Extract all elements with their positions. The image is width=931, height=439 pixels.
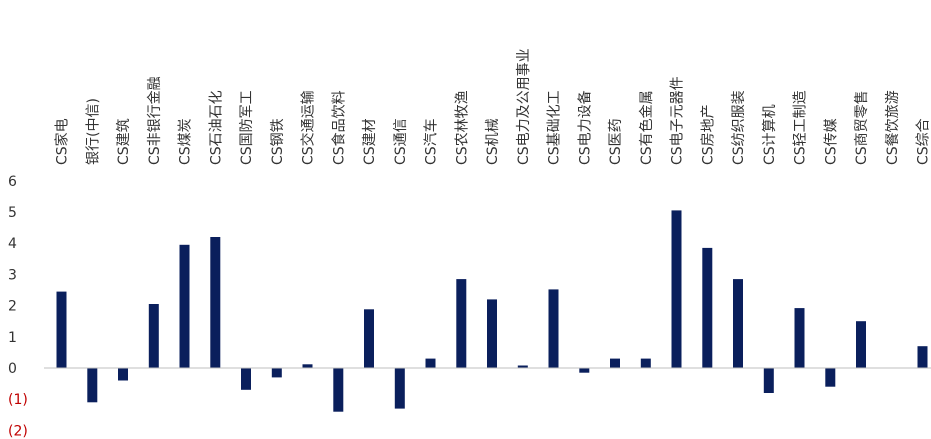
- category-label: CS计算机: [762, 104, 778, 165]
- bar: [241, 368, 251, 390]
- y-tick-label: (1): [8, 392, 28, 408]
- bar: [548, 289, 559, 368]
- bar: [333, 368, 344, 412]
- category-label: CS餐饮旅游: [885, 90, 901, 165]
- category-label: CS食品饮料: [330, 90, 347, 165]
- bar: [118, 368, 128, 381]
- bar: [179, 244, 190, 368]
- category-label: CS通信: [393, 118, 409, 165]
- bar: [210, 237, 221, 368]
- category-label: CS石油石化: [208, 90, 224, 165]
- bar: [856, 321, 866, 368]
- y-tick-label: 3: [8, 267, 17, 283]
- category-label: CS轻工制造: [793, 90, 809, 165]
- bar: [517, 365, 528, 368]
- y-tick-label: 1: [8, 330, 17, 346]
- category-label: CS交通运输: [300, 90, 317, 165]
- bar: [425, 358, 436, 368]
- bar: [794, 308, 805, 368]
- y-tick-label: 2: [8, 299, 17, 315]
- category-label: CS有色金属: [638, 90, 655, 165]
- category-label: CS建材: [362, 118, 378, 165]
- bar: [56, 291, 67, 368]
- bar: [394, 368, 405, 409]
- category-label: CS综合: [916, 118, 931, 165]
- y-tick-label: (2): [8, 423, 28, 439]
- bar: [487, 299, 497, 368]
- bar: [763, 368, 774, 393]
- bar: [640, 358, 651, 368]
- bar: [148, 304, 159, 368]
- bars-group: [56, 210, 928, 412]
- y-tick-label: 4: [8, 236, 17, 252]
- bar: [271, 368, 282, 378]
- bar: [825, 368, 836, 387]
- category-label: CS纺织服装: [731, 90, 747, 165]
- category-label: CS电力设备: [576, 90, 593, 165]
- bar: [702, 247, 713, 368]
- bar: [917, 346, 928, 368]
- bar: [456, 279, 467, 368]
- category-label: CS煤炭: [178, 118, 194, 165]
- y-tick-label: 5: [8, 205, 17, 221]
- category-label: CS非银行金融: [147, 76, 163, 165]
- bar: [579, 368, 590, 373]
- bar: [671, 210, 682, 368]
- bar: [610, 358, 620, 368]
- category-label: CS房地产: [700, 104, 716, 165]
- category-label: CS传媒: [823, 118, 839, 165]
- bar: [302, 364, 313, 368]
- category-label: 银行(中信): [85, 98, 101, 165]
- category-label: CS国防军工: [239, 90, 255, 165]
- bar: [364, 309, 374, 368]
- category-label: CS商贸零售: [854, 90, 870, 165]
- category-label: CS电力及公用事业: [516, 48, 532, 165]
- y-axis-ticks: 6 5 4 3 2 1 0 (1) (2): [8, 174, 28, 439]
- category-label: CS农林牧渔: [454, 90, 470, 165]
- bar: [87, 368, 98, 403]
- category-label: CS家电: [54, 118, 71, 165]
- category-label: CS汽车: [423, 118, 440, 165]
- category-label: CS医药: [608, 118, 624, 165]
- x-axis-category-labels: CS家电 银行(中信) CS建筑 CS非银行金融 CS煤炭 CS石油石化 CS国防军工 CS钢…: [54, 48, 931, 165]
- category-label: CS电子元器件: [670, 76, 686, 165]
- y-tick-label: 0: [8, 361, 17, 377]
- category-label: CS机械: [485, 118, 501, 165]
- category-label: CS基础化工: [546, 90, 563, 165]
- y-tick-label: 6: [8, 174, 17, 190]
- category-label: CS建筑: [116, 118, 132, 165]
- bar: [733, 279, 743, 368]
- category-label: CS钢铁: [270, 118, 286, 165]
